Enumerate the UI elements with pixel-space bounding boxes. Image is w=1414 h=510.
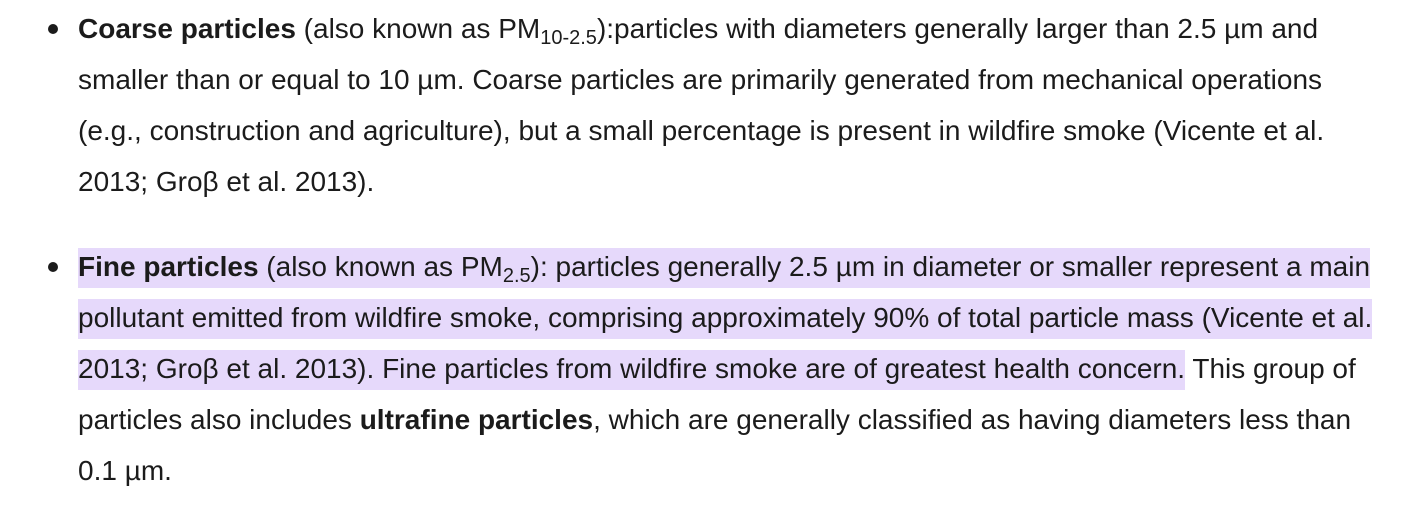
coarse-description-text: ):particles with diameters generally lar…	[78, 13, 1325, 197]
term-ultrafine-particles: ultrafine particles	[359, 404, 594, 435]
list-item-coarse-particles: Coarse particles (also known as PM10-2.5…	[48, 3, 1388, 207]
ultrafine-description-text: , which are generally classified as havi…	[78, 404, 1352, 486]
fine-description-text: ): particles generally 2.5 µm in diamete…	[78, 251, 1373, 384]
bullet-icon	[48, 262, 58, 272]
list-item-fine-particles: Fine particles (also known as PM2.5): pa…	[48, 241, 1388, 496]
term-fine-particles: Fine particles	[78, 251, 259, 282]
fine-intro-text: (also known as PM	[258, 251, 503, 282]
term-coarse-particles: Coarse particles	[78, 13, 296, 44]
selected-text-highlight[interactable]: Fine particles (also known as PM2.5): pa…	[78, 248, 1373, 390]
coarse-intro-text: (also known as PM	[295, 13, 541, 44]
bullet-icon	[48, 24, 58, 34]
fine-subscript: 2.5	[502, 265, 531, 287]
coarse-subscript: 10-2.5	[540, 27, 597, 49]
fine-tail-text: This group of particles also includes	[78, 353, 1356, 435]
